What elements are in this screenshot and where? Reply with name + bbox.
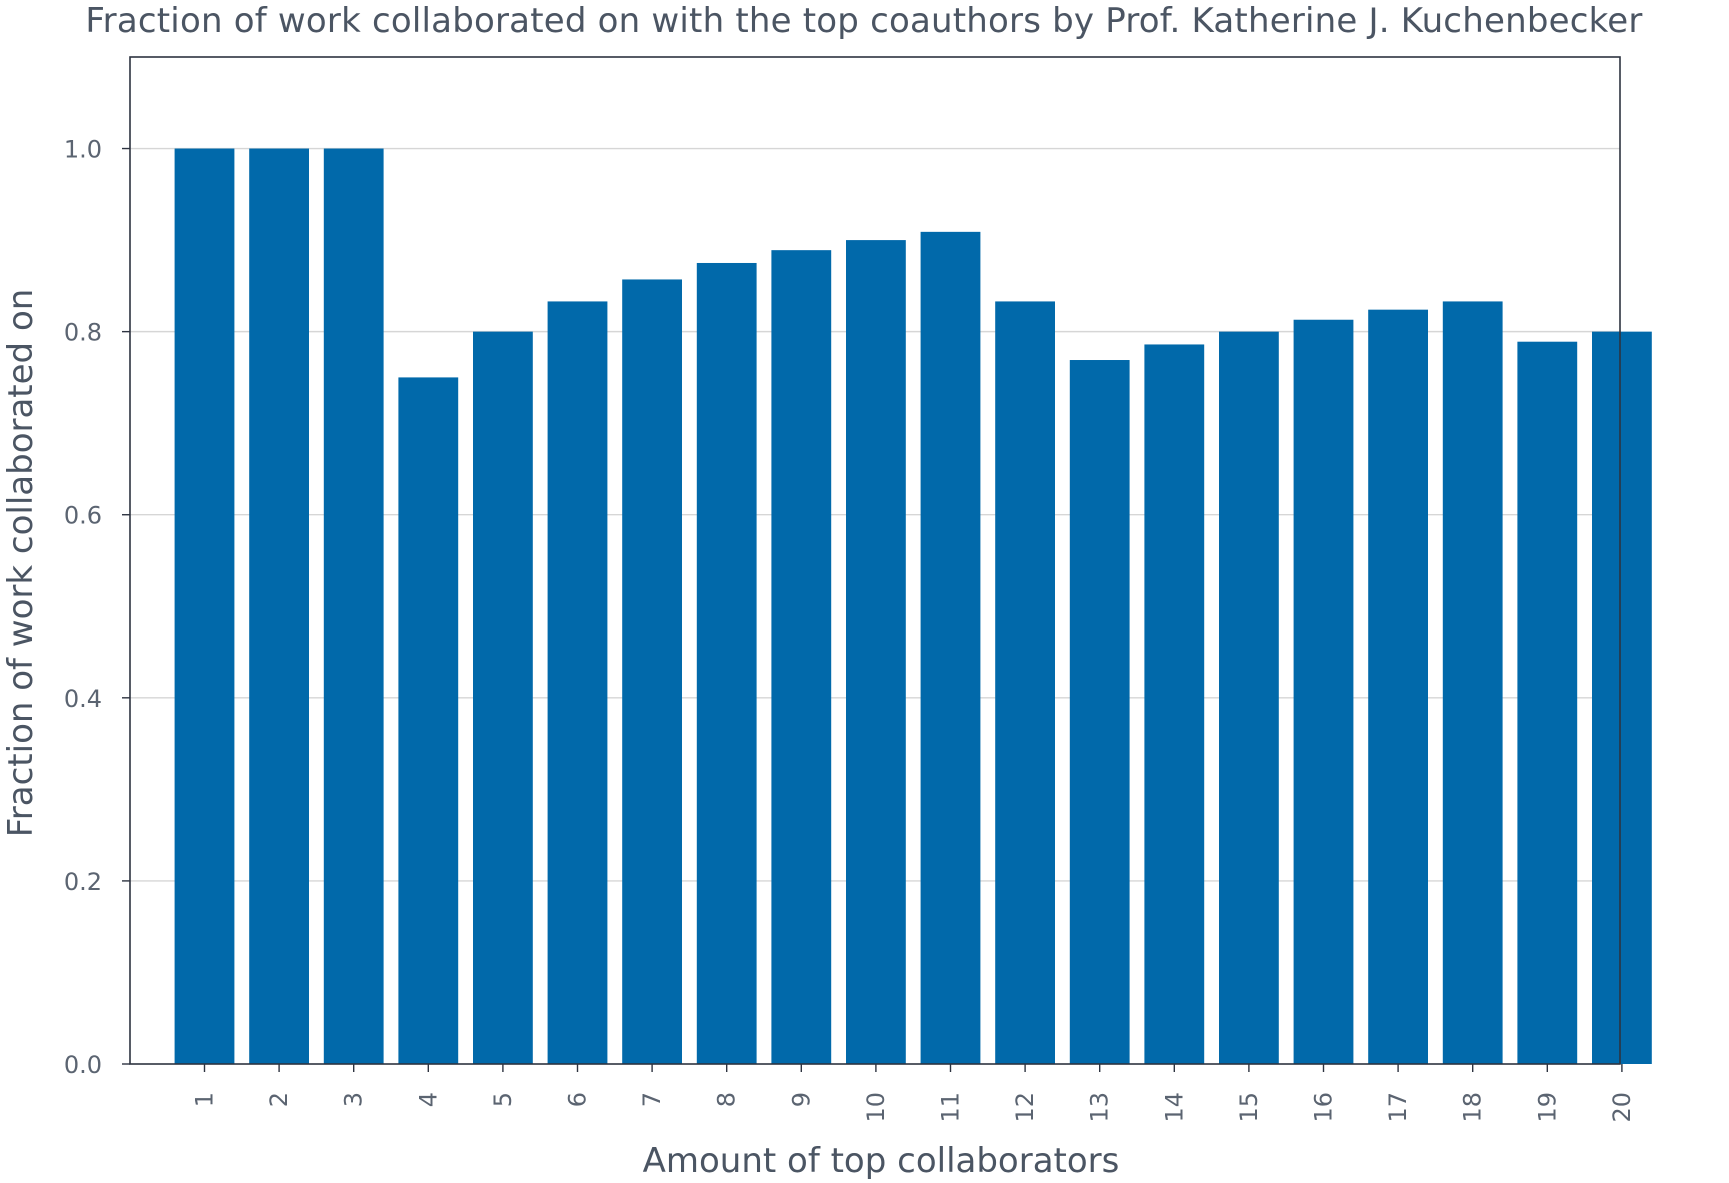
bar-19 bbox=[1517, 341, 1578, 1064]
x-axis-label: Amount of top collaborators bbox=[643, 1141, 1120, 1181]
bar-1 bbox=[174, 148, 235, 1064]
bar-3 bbox=[323, 148, 384, 1064]
x-tick-label: 5 bbox=[489, 1092, 517, 1107]
bar-15 bbox=[1219, 331, 1279, 1064]
chart-title: Fraction of work collaborated on with th… bbox=[85, 1, 1642, 41]
x-tick-label: 4 bbox=[414, 1092, 442, 1107]
bar-20 bbox=[1592, 331, 1652, 1064]
y-axis-label: Fraction of work collaborated on bbox=[1, 289, 41, 838]
bar-4 bbox=[398, 377, 459, 1065]
y-tick-label: 0.8 bbox=[64, 319, 102, 347]
bar-11 bbox=[920, 231, 981, 1065]
x-tick-label: 8 bbox=[713, 1092, 741, 1107]
bar-17 bbox=[1368, 309, 1428, 1064]
y-tick-label: 0.6 bbox=[64, 502, 102, 530]
x-tick-label: 15 bbox=[1235, 1092, 1263, 1123]
bar-18 bbox=[1442, 301, 1503, 1064]
y-tick-label: 0.4 bbox=[64, 685, 102, 713]
x-tick-label: 12 bbox=[1011, 1092, 1039, 1123]
y-tick-label: 1.0 bbox=[64, 136, 102, 164]
y-tick-label: 0.2 bbox=[64, 868, 102, 896]
x-axis: 1 2 3 4 5 6 7 8 9 10 11 12 13 14 15 16 17 18 19 20 bbox=[191, 1064, 1636, 1123]
x-tick-label: 14 bbox=[1160, 1092, 1188, 1123]
bar-10 bbox=[846, 240, 906, 1064]
bar-9 bbox=[771, 250, 832, 1065]
bar-16 bbox=[1293, 319, 1354, 1064]
x-tick-label: 2 bbox=[265, 1092, 293, 1107]
x-tick-label: 7 bbox=[638, 1092, 666, 1107]
x-tick-label: 3 bbox=[340, 1092, 368, 1107]
x-tick-label: 9 bbox=[787, 1092, 815, 1107]
bar-8 bbox=[696, 262, 757, 1064]
bar-5 bbox=[473, 331, 533, 1064]
x-tick-label: 6 bbox=[564, 1092, 592, 1107]
y-axis: 0.0 0.2 0.4 0.6 0.8 1.0 bbox=[64, 136, 130, 1079]
bar-7 bbox=[622, 279, 682, 1064]
y-tick-label: 0.0 bbox=[64, 1051, 102, 1079]
x-tick-label: 17 bbox=[1384, 1092, 1412, 1123]
bar-13 bbox=[1069, 360, 1130, 1064]
bar-12 bbox=[995, 301, 1055, 1064]
bar-14 bbox=[1144, 344, 1205, 1064]
x-tick-label: 10 bbox=[862, 1092, 890, 1123]
x-tick-label: 20 bbox=[1608, 1092, 1636, 1123]
x-tick-label: 13 bbox=[1086, 1092, 1114, 1123]
bar-2 bbox=[249, 148, 309, 1064]
x-tick-label: 19 bbox=[1533, 1092, 1561, 1123]
x-tick-label: 18 bbox=[1459, 1092, 1487, 1123]
bars bbox=[174, 148, 1652, 1065]
x-tick-label: 16 bbox=[1310, 1092, 1338, 1123]
bar-6 bbox=[547, 301, 608, 1064]
x-tick-label: 1 bbox=[191, 1092, 219, 1107]
x-tick-label: 11 bbox=[937, 1092, 965, 1123]
plot-frame bbox=[129, 56, 1621, 1065]
